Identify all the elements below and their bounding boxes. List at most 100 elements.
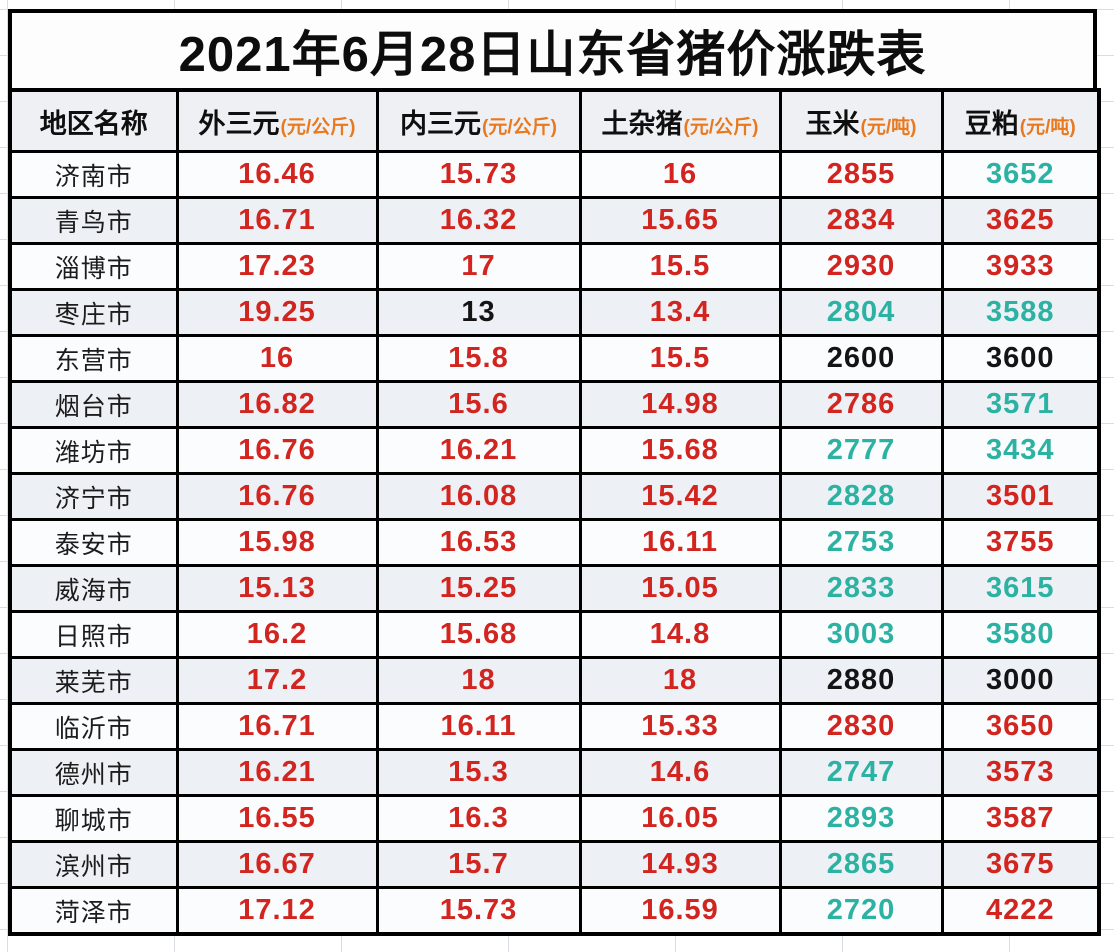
price-cell: 18	[578, 656, 782, 705]
price-cell: 16.76	[175, 472, 379, 521]
price-cell: 15.05	[578, 564, 782, 613]
price-cell: 16.2	[175, 610, 379, 659]
price-cell: 15.65	[578, 196, 782, 245]
price-cell: 3600	[940, 334, 1101, 383]
column-label: 地区名称	[39, 108, 148, 139]
price-cell: 3573	[940, 748, 1101, 797]
price-cell: 2855	[778, 150, 944, 199]
price-cell: 16	[175, 334, 379, 383]
price-cell: 15.33	[578, 702, 782, 751]
price-table: 2021年6月28日山东省猪价涨跌表 地区名称 外三元(元/公斤) 内三元(元/公斤…	[8, 9, 1101, 936]
price-cell: 15.68	[578, 426, 782, 475]
column-header-1: 外三元(元/公斤)	[175, 88, 379, 153]
price-cell: 2930	[778, 242, 944, 291]
price-cell: 16.21	[175, 748, 379, 797]
table-row: 淄博市 17.23 17 15.5 2930 3933	[8, 242, 1101, 291]
price-cell: 15.73	[375, 150, 582, 199]
price-cell: 2747	[778, 748, 944, 797]
price-cell: 3675	[940, 840, 1101, 889]
price-cell: 16.08	[375, 472, 582, 521]
city-cell: 东营市	[8, 334, 179, 383]
price-cell: 3580	[940, 610, 1101, 659]
table-row: 济南市 16.46 15.73 16 2855 3652	[8, 150, 1101, 199]
table-row: 临沂市 16.71 16.11 15.33 2830 3650	[8, 702, 1101, 751]
table-row: 莱芜市 17.2 18 18 2880 3000	[8, 656, 1101, 705]
column-header-2: 内三元(元/公斤)	[375, 88, 582, 153]
column-header-4: 玉米(元/吨)	[778, 88, 944, 153]
table-row: 济宁市 16.76 16.08 15.42 2828 3501	[8, 472, 1101, 521]
column-unit: (元/公斤)	[482, 116, 557, 138]
table-row: 聊城市 16.55 16.3 16.05 2893 3587	[8, 794, 1101, 843]
column-label: 豆粕	[964, 108, 1019, 139]
price-cell: 3588	[940, 288, 1101, 337]
price-table-grid: 地区名称 外三元(元/公斤) 内三元(元/公斤) 土杂猪(元/公斤) 玉米(元/吨) 豆粕…	[8, 88, 1101, 936]
table-row: 泰安市 15.98 16.53 16.11 2753 3755	[8, 518, 1101, 567]
price-cell: 16.46	[175, 150, 379, 199]
city-cell: 潍坊市	[8, 426, 179, 475]
price-cell: 19.25	[175, 288, 379, 337]
city-cell: 莱芜市	[8, 656, 179, 705]
table-row: 菏泽市 17.12 15.73 16.59 2720 4222	[8, 886, 1101, 936]
column-unit: (元/公斤)	[280, 116, 356, 138]
price-cell: 3434	[940, 426, 1101, 475]
price-cell: 18	[375, 656, 582, 705]
price-cell: 15.25	[375, 564, 582, 613]
city-cell: 泰安市	[8, 518, 179, 567]
price-cell: 16.59	[578, 886, 782, 936]
price-cell: 2830	[778, 702, 944, 751]
price-cell: 14.6	[578, 748, 782, 797]
price-cell: 3615	[940, 564, 1101, 613]
price-cell: 2600	[778, 334, 944, 383]
city-cell: 聊城市	[8, 794, 179, 843]
city-cell: 临沂市	[8, 702, 179, 751]
price-cell: 3650	[940, 702, 1101, 751]
price-cell: 2786	[778, 380, 944, 429]
city-cell: 淄博市	[8, 242, 179, 291]
price-cell: 16.3	[375, 794, 582, 843]
price-cell: 3625	[940, 196, 1101, 245]
price-cell: 3755	[940, 518, 1101, 567]
column-unit: (元/公斤)	[683, 116, 759, 138]
price-cell: 2865	[778, 840, 944, 889]
city-cell: 烟台市	[8, 380, 179, 429]
price-cell: 15.68	[375, 610, 582, 659]
price-cell: 3003	[778, 610, 944, 659]
price-cell: 3501	[940, 472, 1101, 521]
city-cell: 菏泽市	[8, 886, 179, 936]
price-cell: 4222	[940, 886, 1101, 936]
price-cell: 15.73	[375, 886, 582, 936]
price-cell: 14.98	[578, 380, 782, 429]
price-cell: 2828	[778, 472, 944, 521]
column-header-5: 豆粕(元/吨)	[940, 88, 1101, 153]
table-row: 日照市 16.2 15.68 14.8 3003 3580	[8, 610, 1101, 659]
city-cell: 日照市	[8, 610, 179, 659]
price-cell: 3652	[940, 150, 1101, 199]
table-row: 滨州市 16.67 15.7 14.93 2865 3675	[8, 840, 1101, 889]
price-cell: 2893	[778, 794, 944, 843]
price-cell: 15.5	[578, 242, 782, 291]
price-cell: 15.3	[375, 748, 582, 797]
price-cell: 2777	[778, 426, 944, 475]
column-label: 外三元	[198, 108, 280, 139]
price-cell: 16.05	[578, 794, 782, 843]
price-cell: 2753	[778, 518, 944, 567]
price-cell: 3571	[940, 380, 1101, 429]
price-cell: 17.12	[175, 886, 379, 936]
city-cell: 枣庄市	[8, 288, 179, 337]
price-cell: 16.55	[175, 794, 379, 843]
price-cell: 16.11	[578, 518, 782, 567]
price-cell: 15.7	[375, 840, 582, 889]
price-cell: 17.2	[175, 656, 379, 705]
city-cell: 青鸟市	[8, 196, 179, 245]
table-row: 东营市 16 15.8 15.5 2600 3600	[8, 334, 1101, 383]
price-cell: 2880	[778, 656, 944, 705]
column-header-3: 土杂猪(元/公斤)	[578, 88, 782, 153]
column-unit: (元/吨)	[1019, 116, 1076, 138]
price-cell: 15.8	[375, 334, 582, 383]
price-cell: 15.13	[175, 564, 379, 613]
table-row: 德州市 16.21 15.3 14.6 2747 3573	[8, 748, 1101, 797]
city-cell: 滨州市	[8, 840, 179, 889]
table-row: 青鸟市 16.71 16.32 15.65 2834 3625	[8, 196, 1101, 245]
city-cell: 济宁市	[8, 472, 179, 521]
